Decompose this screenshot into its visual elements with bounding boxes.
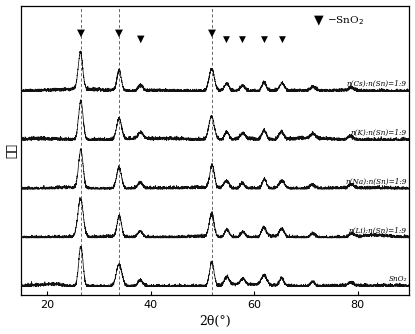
Text: n(Cs):n(Sn)=1:9: n(Cs):n(Sn)=1:9	[347, 80, 407, 88]
Text: ▼: ▼	[115, 28, 123, 38]
Text: n(Na):n(Sn)=1:9: n(Na):n(Sn)=1:9	[345, 178, 407, 186]
Text: ▼: ▼	[208, 28, 216, 38]
Text: ▼: ▼	[137, 34, 144, 44]
Text: n(K):n(Sn)=1:9: n(K):n(Sn)=1:9	[351, 129, 407, 137]
Text: ▼: ▼	[279, 35, 286, 44]
Y-axis label: 强度: 强度	[5, 143, 19, 158]
Text: ▼: ▼	[77, 28, 85, 38]
Text: $-$SnO$_2$: $-$SnO$_2$	[327, 14, 364, 27]
Text: ▼: ▼	[314, 14, 324, 27]
Text: ▼: ▼	[223, 35, 230, 44]
X-axis label: 2θ(°): 2θ(°)	[200, 315, 231, 328]
Text: ▼: ▼	[239, 35, 246, 44]
Text: SnO₂: SnO₂	[388, 275, 407, 283]
Text: ▼: ▼	[261, 35, 268, 44]
Text: n(Li):n(Sn)=1:9: n(Li):n(Sn)=1:9	[349, 226, 407, 234]
